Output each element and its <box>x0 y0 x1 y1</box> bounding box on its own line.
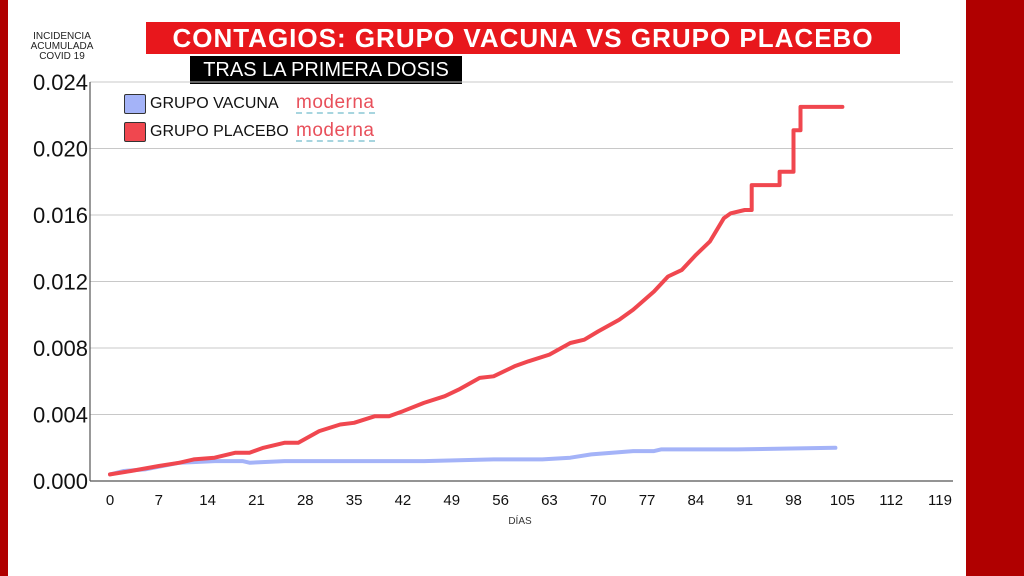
x-tick-label: 77 <box>639 492 656 509</box>
chart-title: CONTAGIOS: GRUPO VACUNA VS GRUPO PLACEBO <box>146 22 900 54</box>
x-tick-label: 63 <box>541 492 558 509</box>
x-tick-label: 14 <box>199 492 216 509</box>
x-tick-label: 112 <box>879 492 903 509</box>
y-tick-label: 0.000 <box>33 469 88 494</box>
left-frame-stripe <box>0 0 8 576</box>
series-lines <box>108 104 845 477</box>
legend-item-vacuna: GRUPO VACUNA moderna <box>124 90 375 118</box>
x-tick-label: 42 <box>395 492 412 509</box>
series-line-vacuna <box>108 445 838 477</box>
y-axis-label-line: INCIDENCIA <box>33 31 91 42</box>
legend: GRUPO VACUNA moderna GRUPO PLACEBO moder… <box>124 90 375 146</box>
moderna-logo: moderna <box>296 120 375 142</box>
series-line-placebo <box>108 104 845 477</box>
x-tick-label: 70 <box>590 492 607 509</box>
legend-swatch-placebo <box>124 122 146 142</box>
x-tick-label: 98 <box>785 492 802 509</box>
x-tick-label: 91 <box>736 492 753 509</box>
y-tick-label: 0.008 <box>33 336 88 361</box>
grid-lines <box>89 81 953 482</box>
x-tick-label: 35 <box>346 492 363 509</box>
x-tick-label: 0 <box>106 492 114 509</box>
y-tick-label: 0.012 <box>33 270 88 295</box>
x-tick-label: 119 <box>928 492 952 509</box>
y-tick-label: 0.024 <box>33 70 88 95</box>
legend-item-placebo: GRUPO PLACEBO moderna <box>124 118 375 146</box>
moderna-logo: moderna <box>296 92 375 114</box>
y-tick-label: 0.020 <box>33 137 88 162</box>
chart-panel <box>8 0 966 576</box>
x-tick-label: 105 <box>830 492 855 509</box>
x-tick-labels: 0 7 14 21 28 35 42 49 56 63 70 77 84 91 98 105 112 119 <box>106 492 952 509</box>
x-tick-label: 28 <box>297 492 314 509</box>
chart-subtitle: TRAS LA PRIMERA DOSIS <box>190 56 462 84</box>
x-tick-label: 84 <box>688 492 705 509</box>
y-tick-label: 0.016 <box>33 203 88 228</box>
legend-label-placebo: GRUPO PLACEBO <box>150 123 289 140</box>
x-tick-label: 56 <box>492 492 509 509</box>
x-tick-label: 21 <box>248 492 265 509</box>
line-chart: 0.000 0.004 0.008 0.012 0.016 0.020 0.024 0 7 14… <box>33 70 953 509</box>
y-tick-label: 0.004 <box>33 403 88 428</box>
legend-swatch-vacuna <box>124 94 146 114</box>
legend-label-vacuna: GRUPO VACUNA <box>150 95 279 112</box>
x-tick-label: 7 <box>155 492 163 509</box>
y-axis-label: INCIDENCIA ACUMULADA COVID 19 <box>22 32 102 62</box>
x-axis-label: DÍAS <box>508 516 532 527</box>
y-axis-label-line: COVID 19 <box>39 51 85 62</box>
y-tick-labels: 0.000 0.004 0.008 0.012 0.016 0.020 0.024 <box>33 70 88 494</box>
x-tick-label: 49 <box>443 492 460 509</box>
y-axis-label-line: ACUMULADA <box>30 41 94 52</box>
